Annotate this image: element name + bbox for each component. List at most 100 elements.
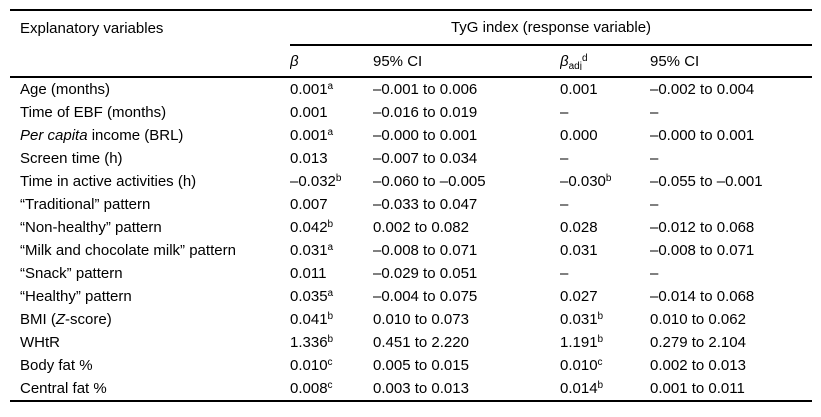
ci-crude-value: –0.060 to –0.005 bbox=[373, 173, 486, 190]
ci-crude-value: 0.451 to 2.220 bbox=[373, 334, 469, 351]
table-row: BMI (Z-score) 0.041b 0.010 to 0.073 0.031b 0… bbox=[10, 308, 812, 331]
significance-superscript: b bbox=[327, 311, 334, 322]
significance-superscript: b bbox=[597, 334, 604, 345]
ci-adjusted-value: 0.001 to 0.011 bbox=[650, 380, 745, 397]
significance-superscript: b bbox=[335, 173, 342, 184]
table-row: “Healthy” pattern 0.035a –0.004 to 0.075 0.… bbox=[10, 285, 812, 308]
row-label: Time in active activities (h) bbox=[20, 173, 197, 190]
row-label: “Milk and chocolate milk” pattern bbox=[20, 242, 236, 259]
ci-crude-value: –0.029 to 0.051 bbox=[373, 265, 478, 282]
significance-superscript: c bbox=[327, 357, 333, 368]
column-header-ci-adjusted: 95% CI bbox=[650, 52, 700, 70]
beta-adj-subscript: adj bbox=[568, 60, 582, 70]
row-label: Age (months) bbox=[20, 81, 111, 98]
beta-value: 0.035a bbox=[290, 288, 334, 305]
ci-adjusted-value: –0.000 to 0.001 bbox=[650, 127, 755, 144]
significance-superscript: c bbox=[597, 357, 603, 368]
beta-value: 0.013 bbox=[290, 150, 328, 167]
beta-adjusted-value: 0.000 bbox=[560, 127, 598, 144]
ci-crude-value: –0.033 to 0.047 bbox=[373, 196, 478, 213]
ci-crude-value: 0.003 to 0.013 bbox=[373, 380, 469, 397]
beta-value: 0.031a bbox=[290, 242, 334, 259]
beta-adjusted-value: – bbox=[560, 150, 569, 167]
column-header-ci-crude: 95% CI bbox=[373, 52, 423, 70]
table-row: Per capita income (BRL) 0.001a –0.000 to 0… bbox=[10, 124, 812, 147]
table-header-row-2: β 95% CI βadjd 95% CI bbox=[10, 46, 812, 78]
significance-superscript: a bbox=[327, 288, 334, 299]
row-label: “Non-healthy” pattern bbox=[20, 219, 162, 236]
beta-value: 0.041b bbox=[290, 311, 334, 328]
ci-adjusted-value: – bbox=[650, 104, 659, 121]
beta-value: 0.008c bbox=[290, 380, 333, 397]
table-body: Age (months) 0.001a –0.001 to 0.006 0.001 –0… bbox=[10, 78, 812, 400]
row-label: Screen time (h) bbox=[20, 150, 123, 167]
significance-superscript: b bbox=[597, 311, 604, 322]
table-row: “Non-healthy” pattern 0.042b 0.002 to 0.08… bbox=[10, 216, 812, 239]
beta-value: 0.001a bbox=[290, 127, 334, 144]
ci-adjusted-value: 0.002 to 0.013 bbox=[650, 357, 746, 374]
significance-superscript: a bbox=[327, 242, 334, 253]
regression-table: Explanatory variables TyG index (respons… bbox=[10, 9, 812, 402]
beta-value: –0.032b bbox=[290, 173, 342, 190]
row-label: Central fat % bbox=[20, 380, 107, 397]
significance-superscript: a bbox=[327, 127, 334, 138]
beta-adjusted-value: – bbox=[560, 196, 569, 213]
table-row: “Snack” pattern 0.011 –0.029 to 0.051 – – bbox=[10, 262, 812, 285]
beta-value: 0.001a bbox=[290, 81, 334, 98]
table-row: Time of EBF (months) 0.001 –0.016 to 0.019… bbox=[10, 101, 812, 124]
beta-value: 0.010c bbox=[290, 357, 333, 374]
ci-crude-value: 0.010 to 0.073 bbox=[373, 311, 469, 328]
row-label: “Snack” pattern bbox=[20, 265, 123, 282]
beta-adjusted-value: 0.031b bbox=[560, 311, 604, 328]
beta-adjusted-value: –0.030b bbox=[560, 173, 612, 190]
row-label: BMI (Z-score) bbox=[20, 311, 112, 328]
table-row: Time in active activities (h) –0.032b –0.0… bbox=[10, 170, 812, 193]
significance-superscript: b bbox=[327, 219, 334, 230]
table-row: Body fat % 0.010c 0.005 to 0.015 0.010c 0.00… bbox=[10, 354, 812, 377]
column-header-beta: β bbox=[290, 52, 299, 70]
ci-adjusted-value: 0.010 to 0.062 bbox=[650, 311, 746, 328]
beta-adjusted-value: 0.027 bbox=[560, 288, 598, 305]
spanner-header-tyg-index: TyG index (response variable) bbox=[290, 11, 812, 46]
beta-adjusted-value: 0.014b bbox=[560, 380, 604, 397]
ci-adjusted-value: – bbox=[650, 196, 659, 213]
table-row: Age (months) 0.001a –0.001 to 0.006 0.001 –0… bbox=[10, 78, 812, 101]
ci-crude-value: –0.001 to 0.006 bbox=[373, 81, 478, 98]
beta-value: 0.011 bbox=[290, 265, 327, 282]
beta-value: 0.001 bbox=[290, 104, 328, 121]
ci-crude-value: 0.005 to 0.015 bbox=[373, 357, 469, 374]
beta-adjusted-value: 0.010c bbox=[560, 357, 603, 374]
significance-superscript: b bbox=[327, 334, 334, 345]
ci-crude-value: –0.004 to 0.075 bbox=[373, 288, 478, 305]
ci-crude-value: 0.002 to 0.082 bbox=[373, 219, 469, 236]
beta-adjusted-value: – bbox=[560, 104, 569, 121]
significance-superscript: c bbox=[327, 380, 333, 391]
row-label: “Traditional” pattern bbox=[20, 196, 151, 213]
beta-adjusted-value: 1.191b bbox=[560, 334, 604, 351]
row-label: Body fat % bbox=[20, 357, 93, 374]
beta-adjusted-value: 0.001 bbox=[560, 81, 598, 98]
beta-value: 1.336b bbox=[290, 334, 334, 351]
ci-adjusted-value: 0.279 to 2.104 bbox=[650, 334, 746, 351]
ci-crude-value: –0.007 to 0.034 bbox=[373, 150, 478, 167]
ci-adjusted-value: –0.014 to 0.068 bbox=[650, 288, 755, 305]
significance-superscript: b bbox=[597, 380, 604, 391]
beta-adj-symbol: β bbox=[560, 52, 569, 70]
column-header-explanatory-variables: Explanatory variables bbox=[20, 20, 164, 37]
ci-crude-value: –0.008 to 0.071 bbox=[373, 242, 478, 259]
row-label: WHtR bbox=[20, 334, 60, 351]
beta-value: 0.007 bbox=[290, 196, 328, 213]
ci-adjusted-value: –0.012 to 0.068 bbox=[650, 219, 755, 236]
ci-adjusted-value: – bbox=[650, 265, 659, 282]
ci-crude-value: –0.016 to 0.019 bbox=[373, 104, 478, 121]
row-label: “Healthy” pattern bbox=[20, 288, 132, 305]
table-row: WHtR 1.336b 0.451 to 2.220 1.191b 0.279 to 2… bbox=[10, 331, 812, 354]
beta-value: 0.042b bbox=[290, 219, 334, 236]
row-label: Per capita income (BRL) bbox=[20, 127, 184, 144]
table-row: Central fat % 0.008c 0.003 to 0.013 0.014b 0… bbox=[10, 377, 812, 400]
beta-adjusted-value: 0.028 bbox=[560, 219, 598, 236]
significance-superscript: a bbox=[327, 81, 334, 92]
ci-adjusted-value: –0.055 to –0.001 bbox=[650, 173, 763, 190]
significance-superscript: b bbox=[605, 173, 612, 184]
